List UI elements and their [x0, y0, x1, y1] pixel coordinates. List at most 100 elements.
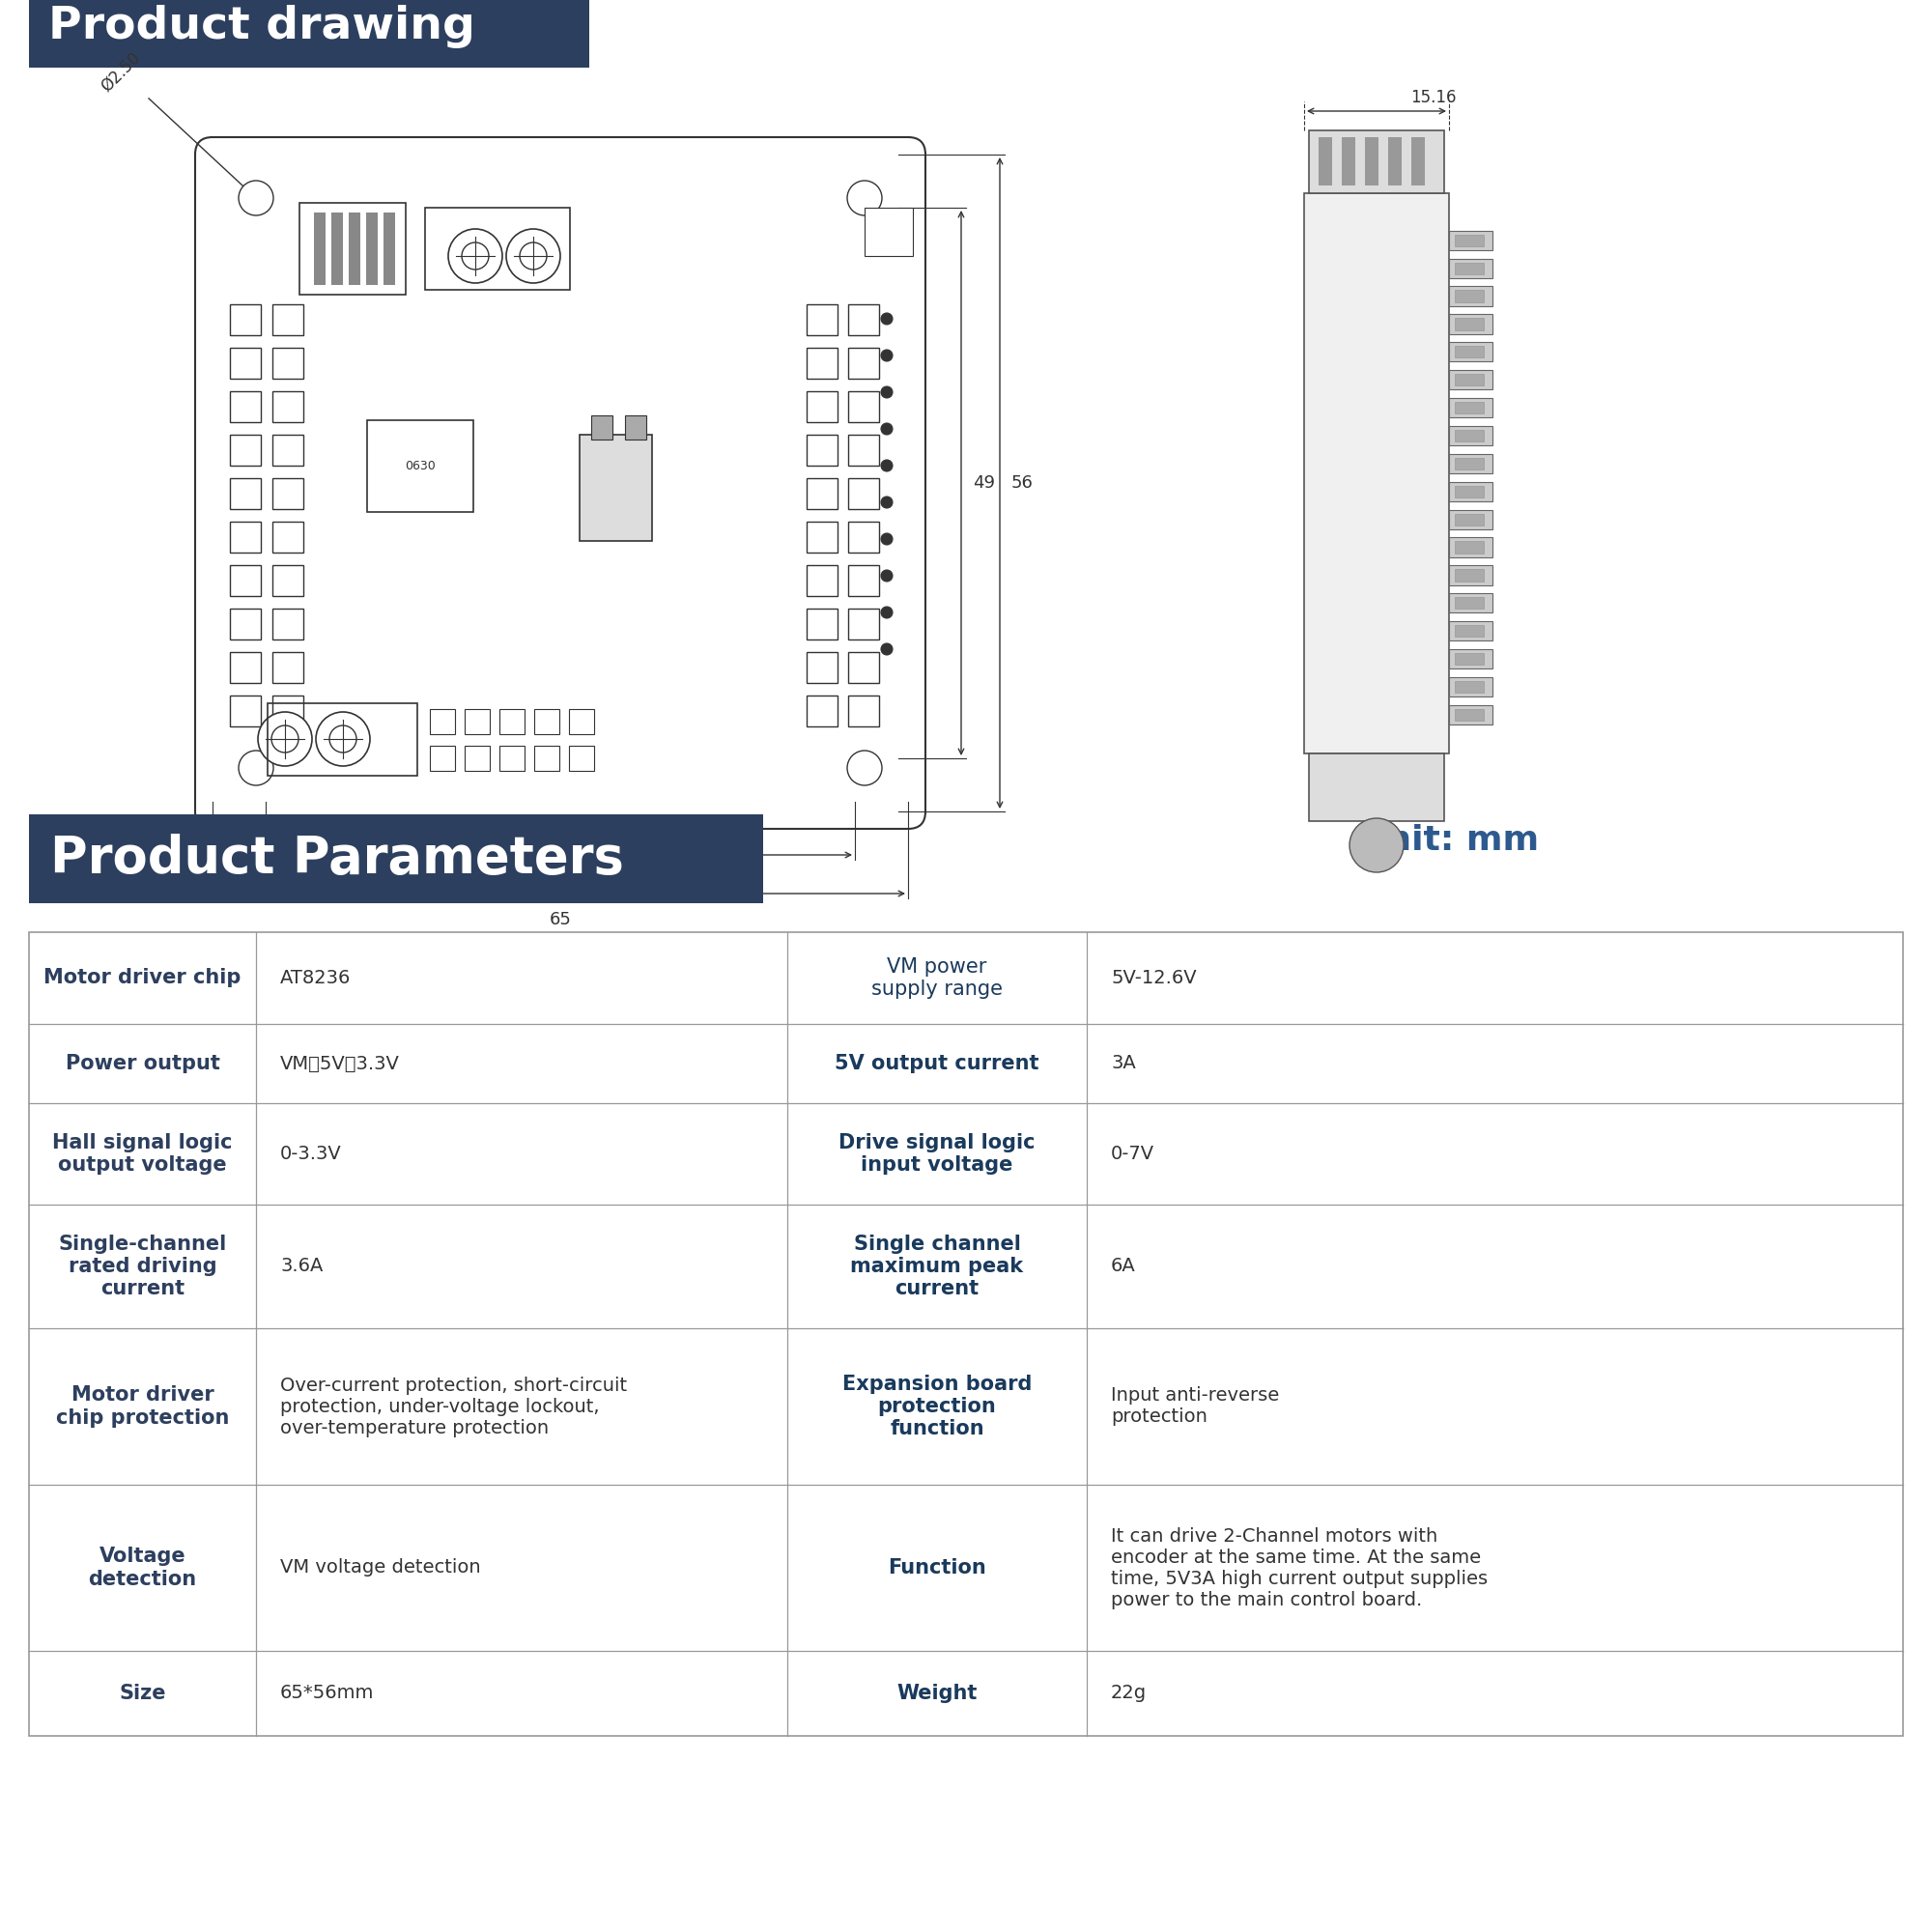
Bar: [272, 390, 303, 423]
Bar: [367, 421, 473, 512]
Text: 5V-12.6V: 5V-12.6V: [1111, 970, 1196, 987]
Text: Single-channel
rated driving
current: Single-channel rated driving current: [58, 1235, 226, 1298]
Bar: [272, 348, 303, 379]
Bar: [429, 746, 456, 771]
Text: Drive signal logic
input voltage: Drive signal logic input voltage: [838, 1132, 1036, 1175]
Bar: [1310, 753, 1445, 821]
Circle shape: [240, 750, 274, 784]
Text: 56: 56: [1012, 473, 1034, 491]
Text: 65: 65: [549, 912, 572, 929]
Bar: [1449, 705, 1492, 724]
Circle shape: [881, 570, 893, 582]
Bar: [272, 522, 303, 553]
Bar: [1455, 234, 1484, 245]
Bar: [808, 479, 838, 510]
Bar: [808, 609, 838, 639]
Bar: [1455, 680, 1484, 694]
Text: Motor driver
chip protection: Motor driver chip protection: [56, 1385, 230, 1428]
Text: Unit: mm: Unit: mm: [1358, 823, 1540, 858]
Text: VM voltage detection: VM voltage detection: [280, 1559, 481, 1577]
Bar: [313, 213, 325, 284]
Bar: [1449, 425, 1492, 446]
Circle shape: [881, 313, 893, 325]
Bar: [808, 390, 838, 423]
Bar: [1341, 137, 1356, 185]
Bar: [272, 653, 303, 684]
Bar: [299, 203, 406, 294]
Bar: [1455, 570, 1484, 582]
FancyBboxPatch shape: [195, 137, 925, 829]
Bar: [425, 209, 570, 290]
Bar: [1455, 541, 1484, 553]
Bar: [267, 703, 417, 775]
Circle shape: [506, 230, 560, 284]
Text: 0-3.3V: 0-3.3V: [280, 1144, 342, 1163]
Bar: [332, 213, 344, 284]
Bar: [1455, 626, 1484, 638]
Circle shape: [317, 711, 371, 765]
Text: 0630: 0630: [406, 460, 435, 471]
Bar: [230, 305, 261, 336]
Bar: [808, 522, 838, 553]
Text: Expansion board
protection
function: Expansion board protection function: [842, 1374, 1032, 1439]
Circle shape: [881, 386, 893, 398]
Bar: [230, 390, 261, 423]
Circle shape: [881, 497, 893, 508]
Bar: [1455, 319, 1484, 330]
Text: VM power
supply range: VM power supply range: [871, 956, 1003, 999]
Text: Product Parameters: Product Parameters: [50, 833, 624, 883]
Bar: [1455, 402, 1484, 413]
Text: Single channel
maximum peak
current: Single channel maximum peak current: [850, 1235, 1024, 1298]
Bar: [1449, 510, 1492, 529]
Bar: [272, 305, 303, 336]
Bar: [1449, 649, 1492, 668]
Bar: [383, 213, 396, 284]
Bar: [29, 0, 589, 68]
Bar: [533, 746, 560, 771]
Bar: [1449, 342, 1492, 361]
Circle shape: [462, 242, 489, 270]
Bar: [1455, 597, 1484, 609]
Bar: [1455, 709, 1484, 721]
Bar: [1455, 375, 1484, 386]
Bar: [1449, 593, 1492, 612]
Bar: [367, 213, 379, 284]
Bar: [230, 696, 261, 726]
Circle shape: [848, 750, 883, 784]
Text: Hall signal logic
output voltage: Hall signal logic output voltage: [52, 1132, 232, 1175]
Bar: [1455, 514, 1484, 526]
Bar: [1449, 566, 1492, 585]
Text: Motor driver chip: Motor driver chip: [44, 968, 242, 987]
Bar: [29, 815, 763, 904]
Circle shape: [520, 242, 547, 270]
Text: Product drawing: Product drawing: [48, 4, 475, 48]
Bar: [1455, 485, 1484, 497]
Bar: [1455, 653, 1484, 665]
Bar: [1449, 398, 1492, 417]
Bar: [230, 564, 261, 595]
Circle shape: [259, 711, 313, 765]
Bar: [1310, 131, 1445, 193]
Bar: [1449, 315, 1492, 334]
Circle shape: [881, 460, 893, 471]
Bar: [498, 709, 526, 734]
Circle shape: [848, 182, 883, 214]
Text: Weight: Weight: [896, 1683, 978, 1704]
Bar: [848, 522, 879, 553]
Bar: [1449, 454, 1492, 473]
Bar: [230, 348, 261, 379]
Bar: [29, 933, 1903, 1737]
Bar: [1449, 371, 1492, 390]
Bar: [1449, 622, 1492, 641]
Circle shape: [1349, 819, 1403, 873]
Text: AT8236: AT8236: [280, 970, 352, 987]
Circle shape: [881, 607, 893, 618]
Bar: [1455, 429, 1484, 442]
Text: Power output: Power output: [66, 1055, 220, 1074]
Text: 3.6A: 3.6A: [280, 1258, 323, 1275]
Bar: [568, 746, 595, 771]
Text: Function: Function: [889, 1557, 985, 1577]
Bar: [808, 348, 838, 379]
Circle shape: [881, 533, 893, 545]
Bar: [533, 709, 560, 734]
